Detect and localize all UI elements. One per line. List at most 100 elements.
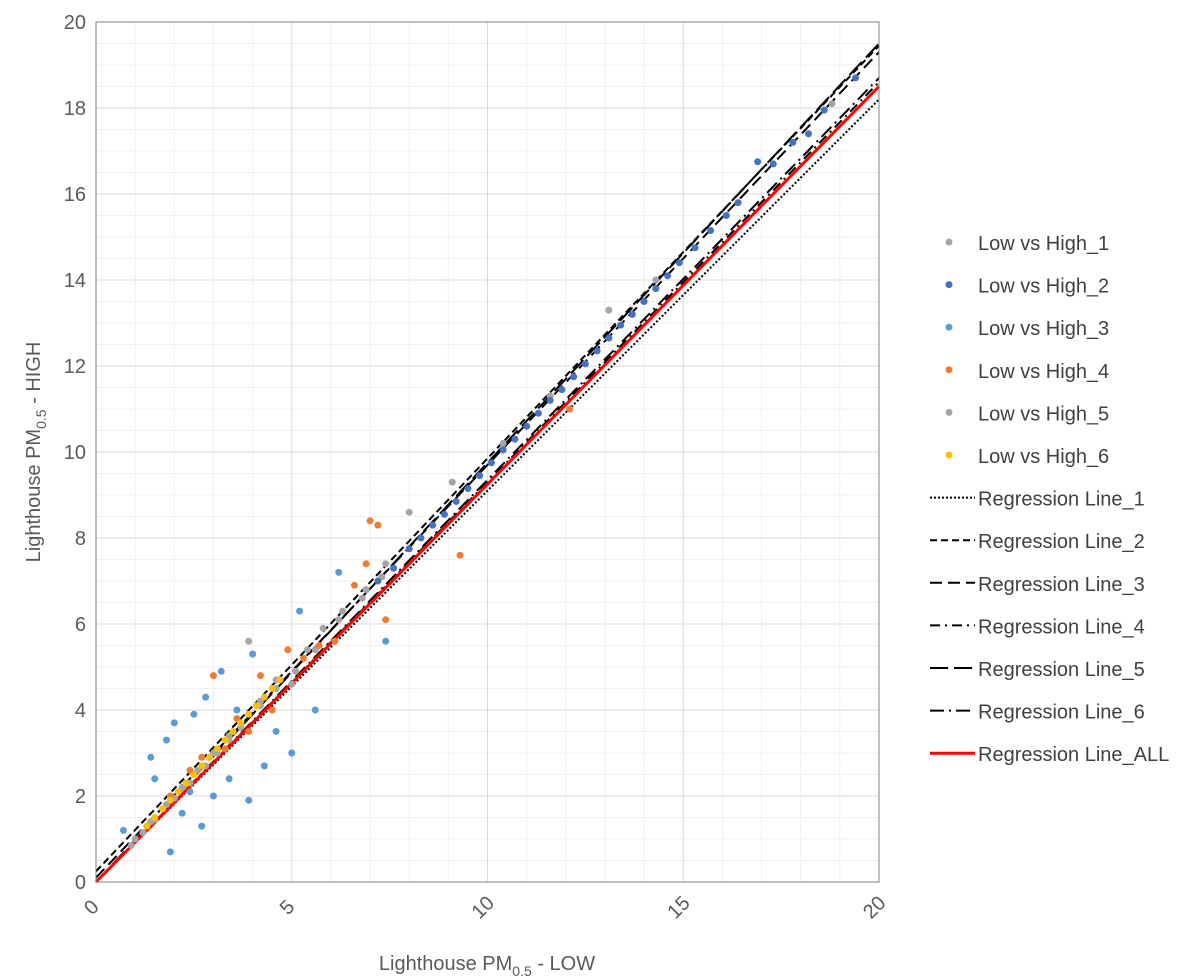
scatter-point xyxy=(229,728,237,735)
x-tick-label: 10 xyxy=(468,892,499,923)
scatter-point xyxy=(217,667,225,675)
scatter-point xyxy=(159,805,167,813)
scatter-point xyxy=(707,227,715,235)
legend-label: Regression Line_2 xyxy=(978,531,1145,553)
scatter-point xyxy=(288,749,296,757)
scatter-point xyxy=(272,728,280,735)
legend-label: Low vs High_3 xyxy=(978,318,1109,340)
legend-marker xyxy=(945,408,953,416)
scatter-point xyxy=(664,272,672,280)
scatter-point xyxy=(268,685,276,692)
scatter-point xyxy=(675,259,683,267)
scatter-point xyxy=(335,616,343,624)
scatter-point xyxy=(186,788,194,796)
scatter-point xyxy=(350,581,358,589)
scatter-point xyxy=(417,534,425,542)
scatter-point xyxy=(734,199,742,207)
scatter-point xyxy=(487,459,495,467)
legend-marker xyxy=(945,238,953,246)
scatter-point xyxy=(221,736,229,744)
scatter-point xyxy=(652,285,660,293)
scatter-point xyxy=(253,702,261,710)
scatter-point xyxy=(476,472,484,480)
y-tick-label: 12 xyxy=(64,356,86,378)
scatter-point xyxy=(456,551,464,559)
scatter-point xyxy=(233,706,241,714)
scatter-point xyxy=(358,594,366,602)
scatter-point xyxy=(198,753,206,761)
scatter-point xyxy=(303,646,311,654)
scatter-point xyxy=(166,848,174,856)
points-layer xyxy=(119,74,860,856)
scatter-point xyxy=(209,792,217,800)
scatter-point xyxy=(245,637,253,645)
x-tick-label: 0 xyxy=(80,896,103,919)
scatter-point xyxy=(131,835,139,843)
y-tick-label: 8 xyxy=(75,528,86,550)
scatter-point xyxy=(499,446,507,454)
scatter-point xyxy=(820,106,828,114)
scatter-point xyxy=(268,706,276,714)
scatter-point xyxy=(789,138,797,146)
scatter-point xyxy=(139,829,147,837)
y-tick-label: 20 xyxy=(64,12,86,34)
scatter-point xyxy=(127,841,135,849)
scatter-point xyxy=(405,508,413,516)
scatter-point xyxy=(452,497,460,505)
scatter-point xyxy=(245,728,253,735)
legend-marker xyxy=(945,451,953,459)
regression-line xyxy=(95,81,880,883)
scatter-point xyxy=(296,607,304,615)
legend-marker xyxy=(945,366,953,374)
legend-label: Low vs High_1 xyxy=(978,233,1109,255)
scatter-point xyxy=(558,386,566,394)
y-tick-label: 0 xyxy=(75,872,86,894)
scatter-point xyxy=(174,788,182,796)
scatter-point xyxy=(151,775,159,783)
scatter-point xyxy=(605,334,613,342)
scatter-point xyxy=(311,706,319,714)
scatter-point xyxy=(170,719,178,727)
scatter-point xyxy=(852,74,860,82)
scatter-point xyxy=(691,244,699,252)
legend-label: Low vs High_5 xyxy=(978,403,1109,425)
scatter-point xyxy=(362,586,370,594)
scatter-point xyxy=(374,577,382,585)
scatter-point xyxy=(315,642,323,649)
legend-marker xyxy=(945,323,953,331)
legend-label: Regression Line_ALL xyxy=(978,744,1169,766)
scatter-point xyxy=(249,650,257,658)
scatter-point xyxy=(319,624,327,632)
scatter-point xyxy=(331,637,339,645)
scatter-point xyxy=(722,212,730,219)
scatter-point xyxy=(260,693,268,701)
scatter-point xyxy=(288,680,296,688)
y-tick-label: 16 xyxy=(64,184,86,206)
legend-label: Low vs High_4 xyxy=(978,361,1109,383)
scatter-point xyxy=(292,667,300,675)
scatter-point xyxy=(570,373,578,381)
x-tick-label: 5 xyxy=(276,896,299,919)
scatter-point xyxy=(534,409,542,417)
x-axis-title: Lighthouse PM0.5 - LOW xyxy=(379,953,595,978)
scatter-point xyxy=(617,321,625,329)
scatter-point xyxy=(276,676,284,684)
y-tick-label: 4 xyxy=(75,700,86,722)
chart-legend: Low vs High_1 Low vs High_2 Low vs High_3 L… xyxy=(930,233,1169,766)
legend-label: Regression Line_3 xyxy=(978,574,1145,596)
scatter-point xyxy=(190,771,198,778)
scatter-point xyxy=(198,762,206,770)
scatter-point xyxy=(166,796,174,804)
y-tick-label: 18 xyxy=(64,98,86,120)
scatter-point xyxy=(652,276,660,284)
scatter-point xyxy=(499,439,507,447)
scatter-point xyxy=(640,298,648,305)
scatter-point xyxy=(546,396,554,404)
scatter-point xyxy=(245,710,253,718)
scatter-point xyxy=(225,775,233,783)
scatter-point xyxy=(256,672,264,680)
scatter-point xyxy=(382,637,390,645)
scatter-point xyxy=(213,745,221,753)
legend-marker xyxy=(945,281,953,289)
